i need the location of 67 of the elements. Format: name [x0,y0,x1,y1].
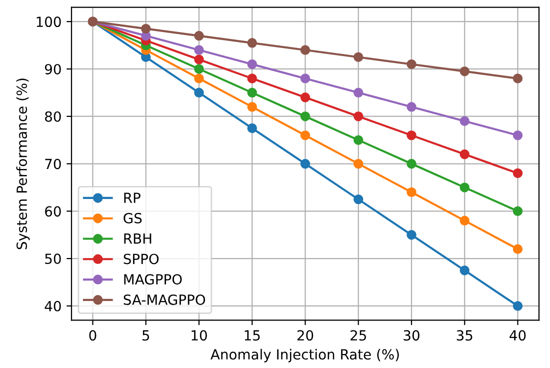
point [141,24,151,34]
x-tick-label: 25 [350,330,366,341]
point [460,266,470,276]
point [194,88,204,98]
x-tick-label: 35 [456,330,472,341]
point [247,59,257,70]
legend-label: RP [124,192,140,203]
point [460,116,470,126]
point [512,130,523,140]
legend-label: MAGPPO [124,274,182,285]
y-tick-label: 50 [45,254,61,264]
point [406,59,416,70]
point [406,187,416,198]
x-axis-title: Anomaly Injection Rate (%) [210,348,399,362]
point [512,74,523,84]
point [247,102,257,112]
y-axis-title: System Performance (%) [16,78,30,250]
point [354,158,364,169]
point [247,88,257,98]
point [460,182,470,192]
point [512,301,523,311]
y-tick-label: 70 [45,158,61,170]
point [247,123,257,134]
point [247,38,257,48]
x-tick-label: 40 [510,330,526,341]
point [194,30,204,41]
legend-label: RBH [124,233,152,244]
y-tick-label: 40 [44,300,61,312]
point [512,206,523,216]
point [354,135,364,145]
point [194,54,204,64]
point [194,64,204,74]
y-tick-label: 80 [45,111,61,122]
point [247,74,257,84]
point [406,158,416,169]
point [300,130,310,140]
legend-label: SPPO [124,254,159,264]
point [300,92,310,102]
point [406,102,416,112]
point [460,216,470,226]
x-tick-label: 0 [89,330,96,341]
point [354,88,364,98]
point [512,168,523,178]
point [300,158,310,169]
legend-label: GS [124,212,142,224]
point [406,130,416,140]
point [194,74,204,84]
y-tick-label: 100 [36,16,61,28]
point [460,66,470,76]
point [194,45,204,55]
x-tick-label: 20 [297,330,314,341]
x-tick-label: 10 [192,330,207,341]
y-tick-label: 90 [44,64,61,74]
point [460,149,470,160]
point [354,112,364,122]
point [300,74,310,84]
point [406,230,416,240]
x-tick-label: 15 [244,330,260,341]
legend-label: SA-MAGPPO [124,294,206,305]
point [300,45,310,55]
point [354,194,364,204]
y-tick-label: 60 [45,206,61,217]
point [354,52,364,62]
x-tick-label: 5 [142,330,150,341]
point [512,244,523,254]
point [300,112,310,122]
x-tick-label: 30 [404,330,420,341]
